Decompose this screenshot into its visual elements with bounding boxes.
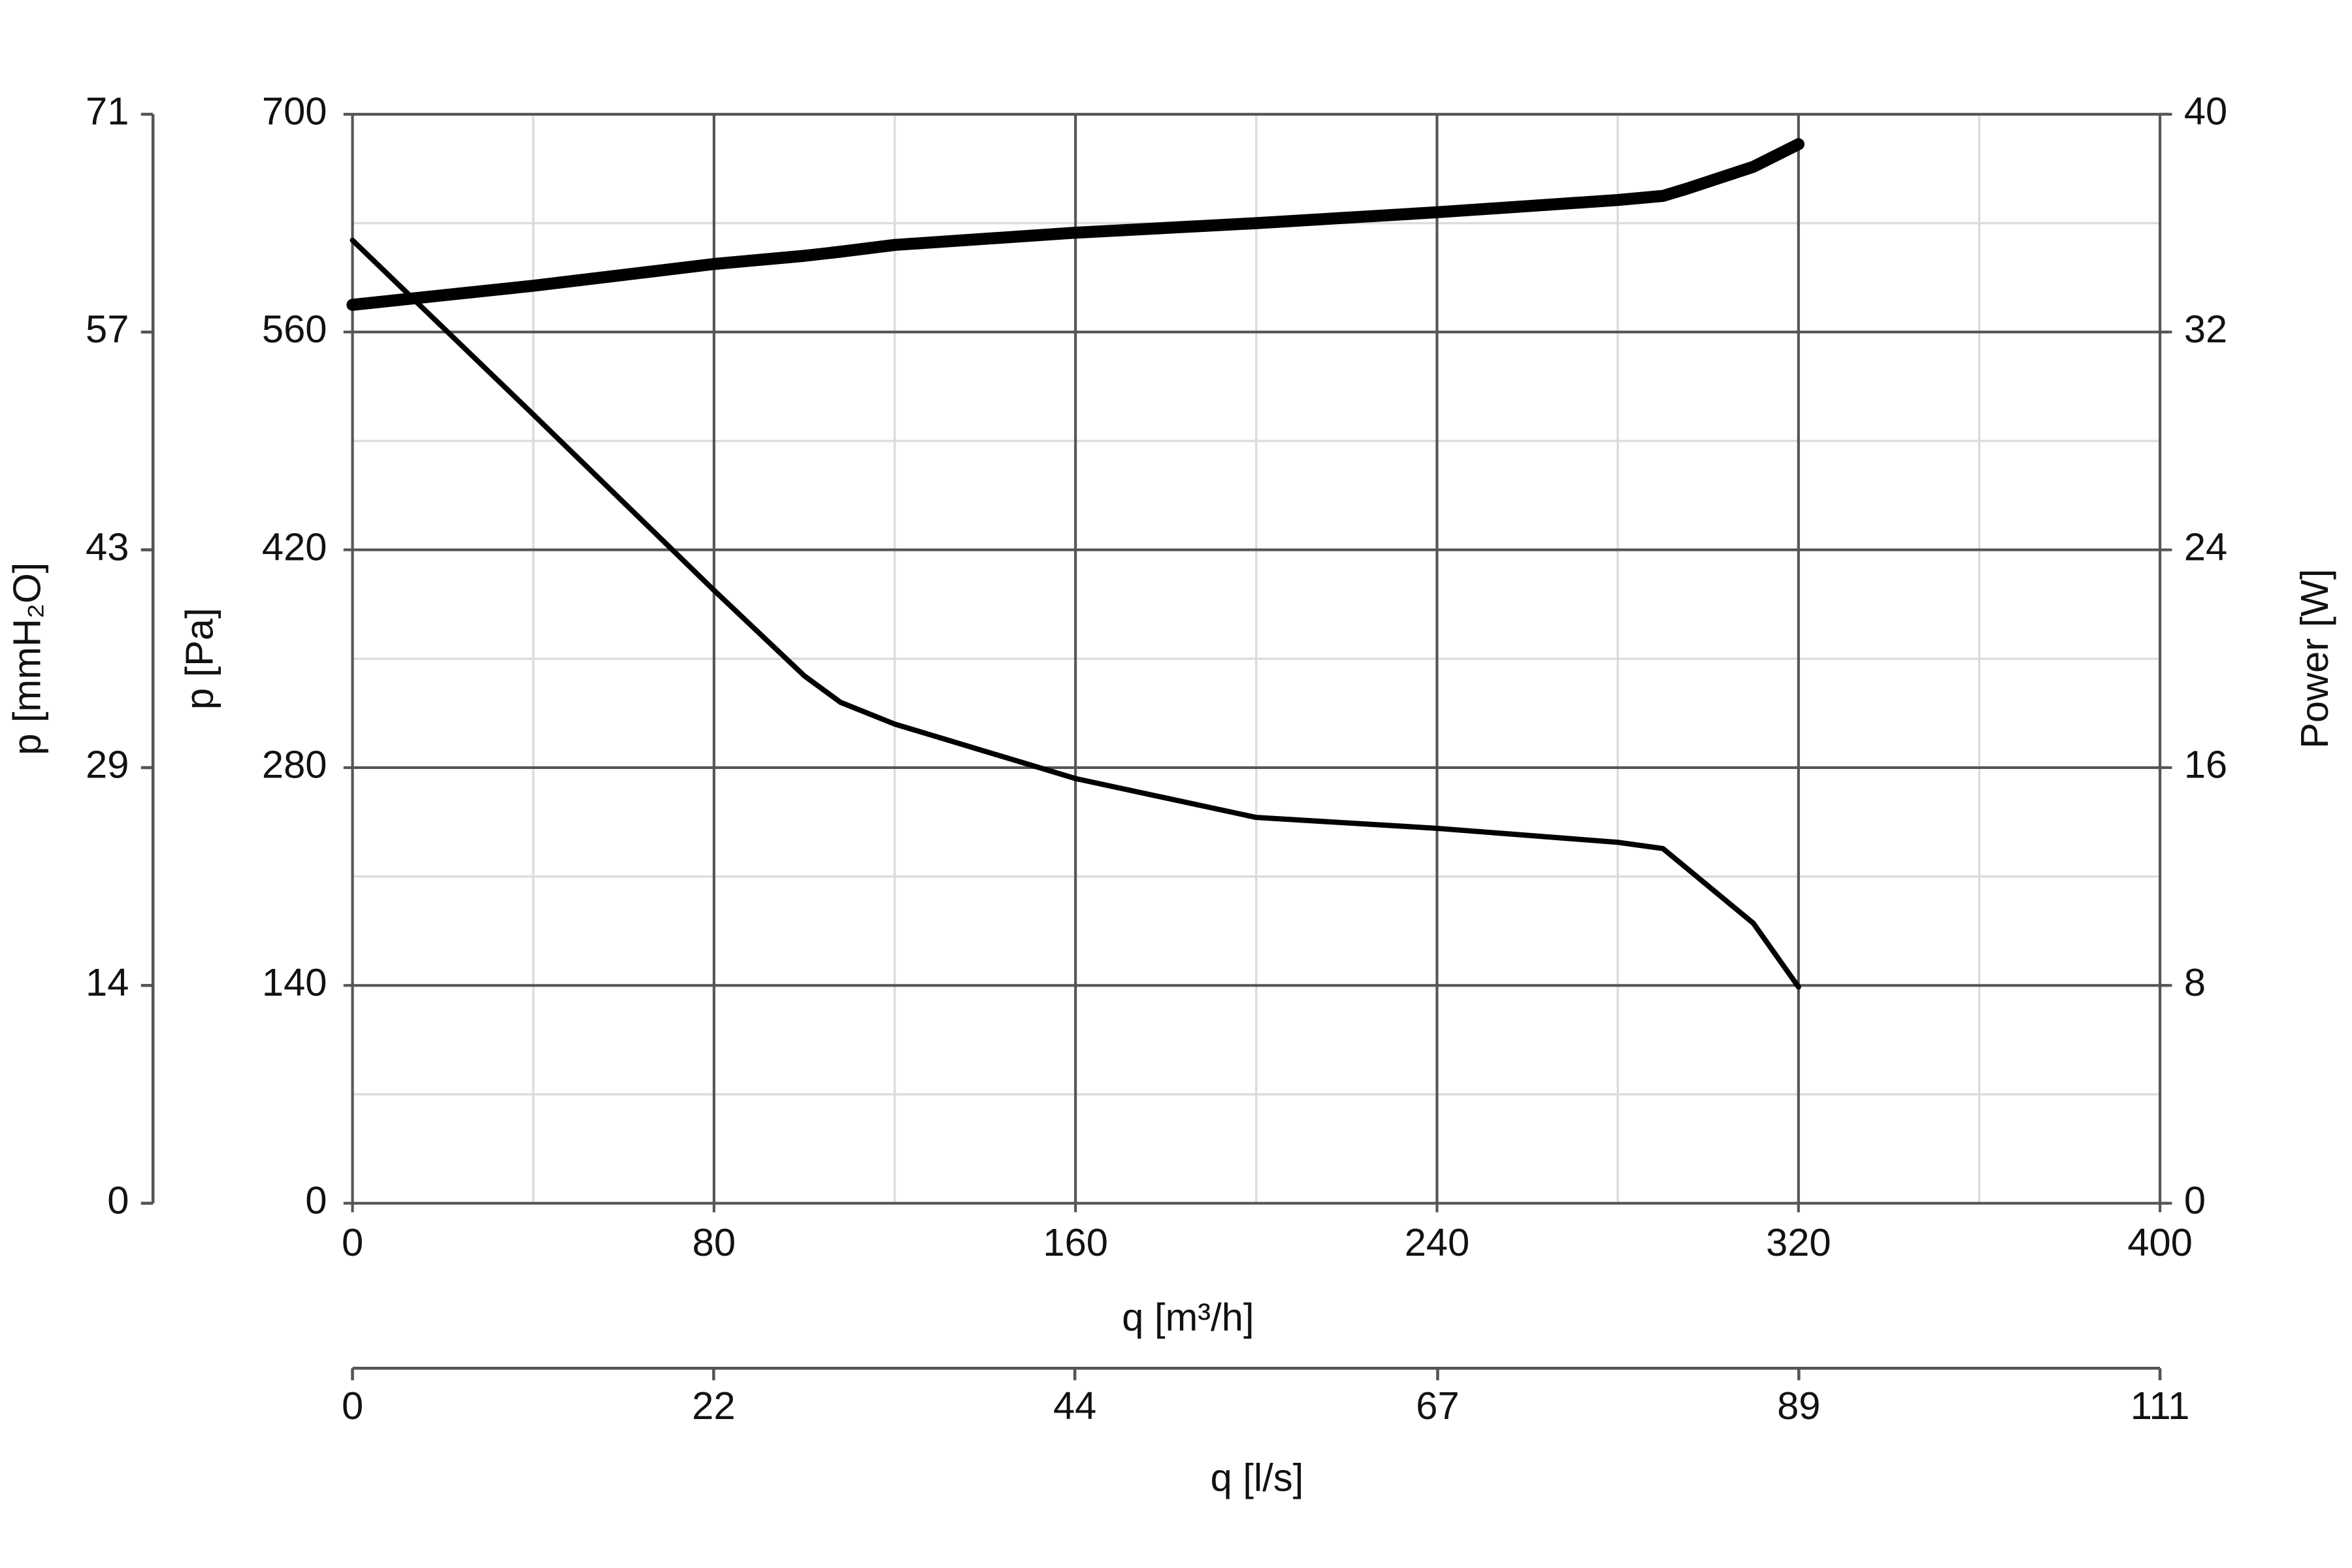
series-line <box>350 237 1801 990</box>
y3-tick-label: 57 <box>86 307 129 351</box>
series-line <box>346 138 1805 311</box>
x2-tick-label: 67 <box>1416 1384 1459 1428</box>
y-tick-label: 140 <box>262 960 327 1004</box>
x2-tick-label: 0 <box>342 1384 363 1428</box>
x2-axis-title: q [l/s] <box>1211 1456 1304 1499</box>
y2-tick-label: 40 <box>2184 90 2227 133</box>
y-tick-label: 700 <box>262 90 327 133</box>
y3-tick-label: 29 <box>86 743 129 787</box>
y2-tick-label: 24 <box>2184 525 2227 568</box>
y2-axis-title: Power [W] <box>2293 569 2336 749</box>
y-tick-label: 0 <box>305 1178 327 1222</box>
y3-tick-label: 43 <box>86 525 129 568</box>
y-tick-label: 280 <box>262 743 327 787</box>
x2-tick-label: 89 <box>1777 1384 1820 1428</box>
y3-axis-title: p [mmH₂O] <box>5 563 49 755</box>
y2-tick-label: 16 <box>2184 743 2227 787</box>
x-tick-label: 320 <box>1766 1220 1831 1264</box>
y-tick-label: 560 <box>262 307 327 351</box>
x2-tick-label: 22 <box>692 1384 735 1428</box>
x-tick-label: 0 <box>342 1220 363 1264</box>
y2-tick-label: 32 <box>2184 307 2227 351</box>
x-tick-label: 240 <box>1405 1220 1470 1264</box>
x2-tick-label: 44 <box>1053 1384 1096 1428</box>
y3-tick-label: 14 <box>86 960 129 1004</box>
x-tick-label: 160 <box>1043 1220 1108 1264</box>
y2-tick-label: 8 <box>2184 960 2206 1004</box>
x-tick-label: 400 <box>2127 1220 2193 1264</box>
y3-tick-label: 71 <box>86 90 129 133</box>
y2-tick-label: 0 <box>2184 1178 2206 1222</box>
y3-tick-label: 0 <box>107 1178 129 1222</box>
x2-tick-label: 111 <box>2131 1384 2190 1428</box>
x-tick-label: 80 <box>693 1220 736 1264</box>
y-axis-title: p [Pa] <box>178 608 221 710</box>
y-tick-label: 420 <box>262 525 327 568</box>
x-axis-title: q [m³/h] <box>1122 1296 1254 1339</box>
